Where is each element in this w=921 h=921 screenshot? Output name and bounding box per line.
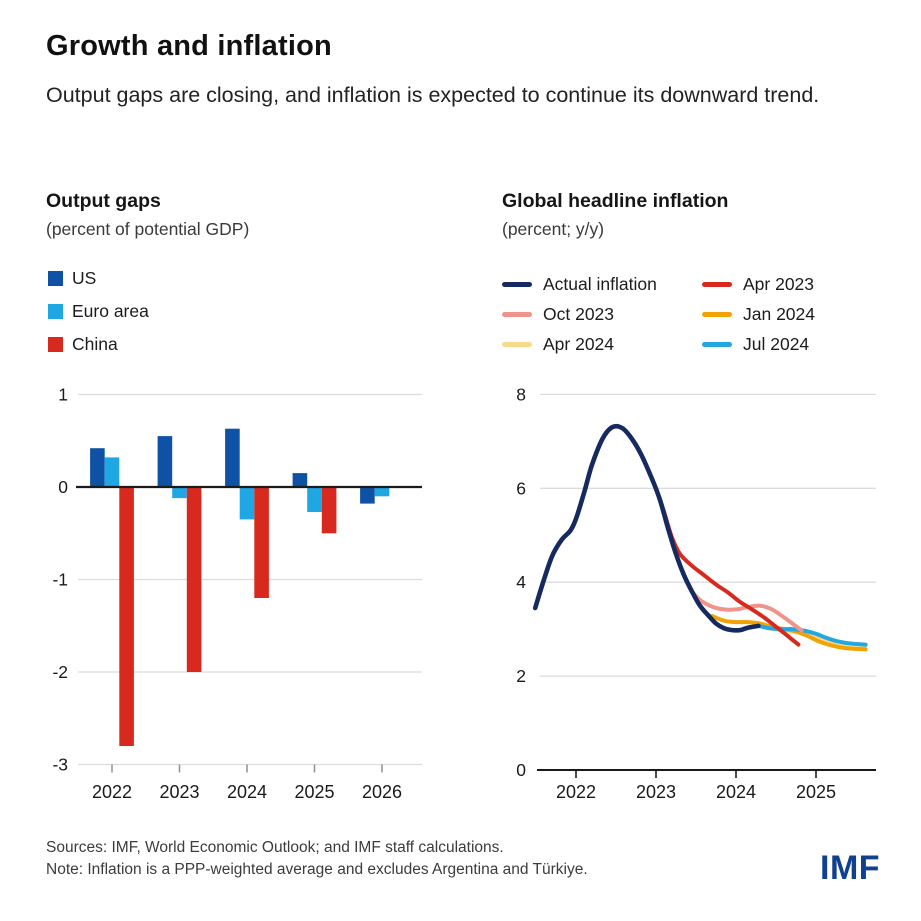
- legend-item-jan-2024: Jan 2024: [702, 299, 882, 329]
- output-gaps-units: (percent of potential GDP): [46, 219, 250, 239]
- y-axis-label: -1: [52, 570, 68, 590]
- bar-us-2022: [90, 448, 105, 488]
- output-gaps-title: Output gaps: [46, 190, 161, 212]
- inflation-chart: 8 6 4 2 0 2022 2023 2024 2025: [516, 384, 876, 802]
- legend-label: China: [72, 334, 118, 354]
- sources-text: Sources: IMF, World Economic Outlook; an…: [46, 839, 504, 856]
- inflation-header: Global headline inflation (percent; y/y): [502, 190, 902, 240]
- legend-item-china: China: [48, 328, 149, 361]
- legend-line-swatch-icon: [502, 281, 532, 287]
- y-axis-label: 6: [516, 478, 526, 498]
- series-oct-2023: [690, 589, 804, 633]
- y-axis-label: 1: [58, 385, 68, 405]
- bar-china-2024: [254, 487, 269, 598]
- y-axis-label: 8: [516, 384, 526, 404]
- legend-swatch-icon: [48, 337, 63, 352]
- x-axis-label: 2024: [716, 782, 756, 802]
- output-gaps-chart: 1 0 -1 -2 -3 2022 2023 2024 2025 2026: [52, 385, 422, 802]
- x-axis-label: 2026: [362, 782, 402, 802]
- line-x-axis: 2022 2023 2024 2025: [556, 770, 836, 802]
- legend-label: Apr 2023: [743, 273, 815, 294]
- legend-item-jul-2024: Jul 2024: [702, 329, 882, 359]
- imf-logo: IMF: [820, 849, 881, 887]
- bar-gridlines: [78, 393, 422, 766]
- line-gridlines: [540, 393, 876, 677]
- bar-china-2023: [186, 487, 202, 672]
- series-actual-inflation: [532, 423, 761, 633]
- y-axis-label: -2: [52, 662, 68, 682]
- legend-line-swatch-icon: [502, 311, 532, 317]
- legend-label: Oct 2023: [543, 303, 615, 324]
- legend-label: Euro area: [72, 301, 149, 321]
- inflation-legend: Actual inflation Apr 2023 Oct 2023 Jan 2024…: [502, 269, 882, 359]
- legend-line-swatch-icon: [702, 311, 732, 317]
- inflation-title: Global headline inflation: [502, 190, 729, 212]
- y-axis-label: 4: [516, 572, 526, 592]
- x-axis-label: 2022: [556, 782, 596, 802]
- legend-label: Jul 2024: [743, 333, 810, 354]
- bar-euro-area-2023: [172, 487, 187, 499]
- bar-us-2026: [360, 487, 375, 504]
- legend-label: Jan 2024: [743, 303, 816, 324]
- inflation-units: (percent; y/y): [502, 219, 605, 239]
- y-axis-label: 0: [58, 477, 68, 497]
- bar-china-2025: [321, 487, 337, 534]
- bar-euro-area-2026: [374, 487, 390, 497]
- bar-euro-area-2025: [307, 487, 322, 512]
- y-axis-label: -3: [52, 755, 68, 775]
- legend-swatch-icon: [48, 271, 63, 286]
- legend-item-euro-area: Euro area: [48, 295, 149, 328]
- legend-swatch-icon: [48, 304, 63, 319]
- y-axis-label: 0: [516, 760, 526, 780]
- output-gaps-legend: US Euro area China: [48, 262, 149, 361]
- figure-title: Growth and inflation: [46, 30, 332, 62]
- legend-line-swatch-icon: [502, 341, 532, 347]
- bar-china-2022: [119, 487, 134, 746]
- legend-label: Apr 2024: [543, 333, 615, 354]
- legend-item-us: US: [48, 262, 149, 295]
- legend-line-swatch-icon: [702, 341, 732, 347]
- legend-line-swatch-icon: [702, 281, 732, 287]
- output-gaps-header: Output gaps (percent of potential GDP): [46, 190, 446, 240]
- legend-label: Actual inflation: [543, 273, 657, 294]
- bar-euro-area-2024: [239, 487, 255, 520]
- x-axis-label: 2024: [227, 782, 267, 802]
- legend-item-oct-2023: Oct 2023: [502, 299, 702, 329]
- line-series: [532, 423, 868, 652]
- bar-us-2023: [157, 436, 173, 487]
- note-text: Note: Inflation is a PPP-weighted averag…: [46, 861, 588, 878]
- x-axis-label: 2025: [294, 782, 334, 802]
- legend-label: US: [72, 268, 97, 288]
- bar-us-2024: [225, 428, 240, 487]
- figure-subtitle: Output gaps are closing, and inflation i…: [46, 83, 820, 107]
- x-axis-label: 2025: [796, 782, 836, 802]
- bar-x-axis: 2022 2023 2024 2025 2026: [92, 764, 402, 802]
- legend-item-actual-inflation: Actual inflation: [502, 269, 702, 299]
- legend-item-apr-2024: Apr 2024: [502, 329, 702, 359]
- bar-euro-area-2022: [104, 457, 120, 487]
- series-jul-2024: [756, 623, 868, 647]
- x-axis-label: 2023: [636, 782, 676, 802]
- bar-us-2025: [292, 473, 308, 487]
- bar-series: [90, 428, 390, 746]
- x-axis-label: 2022: [92, 782, 132, 802]
- legend-item-apr-2023: Apr 2023: [702, 269, 882, 299]
- y-axis-label: 2: [516, 666, 526, 686]
- x-axis-label: 2023: [159, 782, 199, 802]
